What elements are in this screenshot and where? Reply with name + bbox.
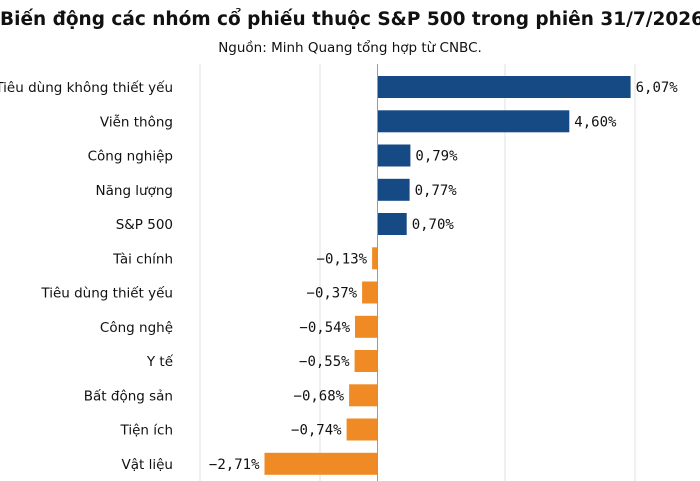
bar-4 bbox=[377, 213, 407, 235]
category-label-1: Viễn thông bbox=[100, 113, 173, 130]
value-label-1: 4,60% bbox=[574, 114, 617, 130]
category-label-6: Tiêu dùng thiết yếu bbox=[40, 285, 173, 302]
bar-3 bbox=[377, 178, 410, 201]
category-label-8: Y tế bbox=[146, 353, 174, 370]
chart-title: Biến động các nhóm cổ phiếu thuộc S&P 50… bbox=[0, 9, 700, 30]
category-label-10: Tiện ích bbox=[120, 423, 173, 439]
category-label-11: Vật liệu bbox=[122, 457, 173, 473]
chart-subtitle: Nguồn: Minh Quang tổng hợp từ CNBC. bbox=[218, 40, 482, 56]
category-label-9: Bất động sản bbox=[84, 388, 173, 404]
category-label-3: Năng lượng bbox=[96, 183, 173, 199]
value-label-4: 0,70% bbox=[412, 217, 455, 233]
bar-6 bbox=[362, 281, 378, 304]
bar-9 bbox=[349, 384, 378, 407]
value-label-9: −0,68% bbox=[294, 388, 345, 404]
value-label-3: 0,77% bbox=[415, 183, 458, 199]
bar-2 bbox=[377, 144, 411, 167]
value-label-6: −0,37% bbox=[307, 286, 358, 302]
bar-5 bbox=[372, 247, 378, 270]
bar-10 bbox=[346, 418, 378, 441]
category-label-4: S&P 500 bbox=[116, 217, 173, 233]
value-label-11: −2,71% bbox=[209, 457, 260, 473]
value-label-0: 6,07% bbox=[636, 80, 679, 96]
value-label-5: −0,13% bbox=[317, 251, 368, 267]
value-label-7: −0,54% bbox=[299, 320, 350, 336]
category-label-7: Công nghệ bbox=[100, 320, 173, 336]
bar-7 bbox=[355, 315, 378, 338]
category-label-5: Tài chính bbox=[112, 251, 173, 267]
value-label-10: −0,74% bbox=[291, 423, 342, 439]
category-label-0: Tiêu dùng không thiết yếu bbox=[0, 79, 173, 96]
value-label-2: 0,79% bbox=[415, 149, 458, 165]
category-label-2: Công nghiệp bbox=[88, 149, 173, 165]
bar-1 bbox=[377, 110, 570, 133]
bar-11 bbox=[264, 452, 378, 475]
bar-0 bbox=[377, 76, 631, 98]
value-label-8: −0,55% bbox=[299, 354, 350, 370]
bar-8 bbox=[354, 350, 378, 372]
